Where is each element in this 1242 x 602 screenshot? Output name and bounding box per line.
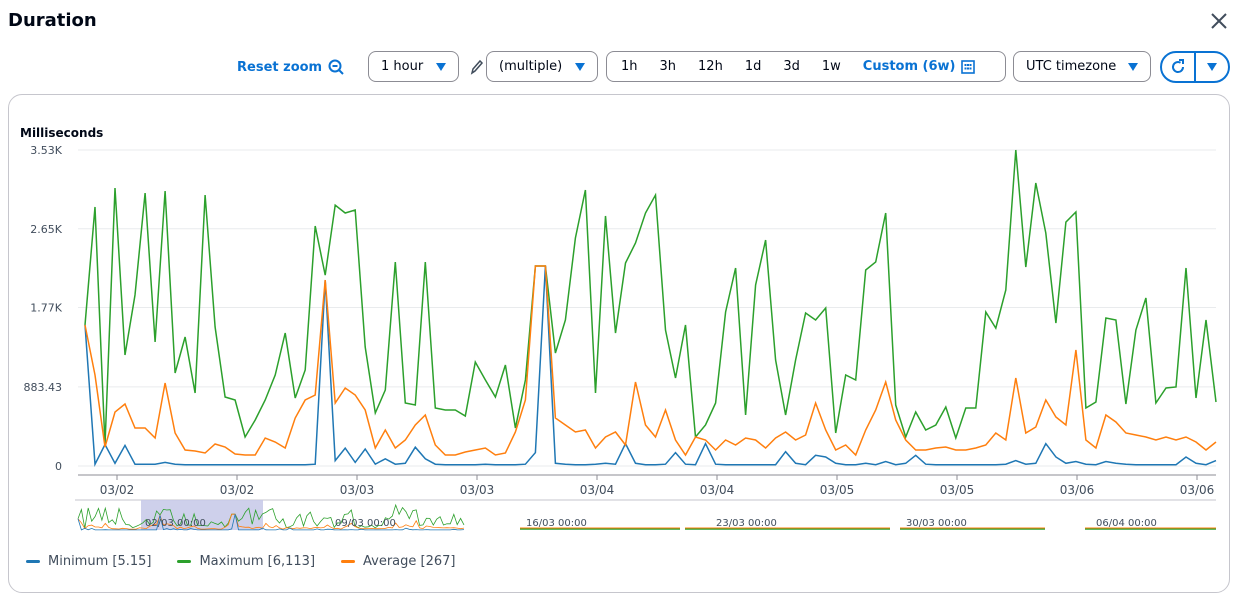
- legend-swatch: [341, 560, 356, 563]
- caret-down-icon: [436, 62, 446, 71]
- x-tick-label: 03/03: [340, 483, 375, 497]
- x-tick-label: 03/04: [580, 483, 615, 497]
- overview-line: [77, 503, 465, 529]
- y-tick-label: 2.65K: [30, 223, 62, 236]
- x-tick-label: 03/05: [820, 483, 855, 497]
- refresh-button[interactable]: [1162, 53, 1196, 81]
- caret-down-icon: [1128, 62, 1138, 71]
- refresh-button-group: [1160, 51, 1230, 83]
- overview-line: [77, 514, 465, 531]
- y-tick-label: 883.43: [24, 381, 63, 394]
- close-icon[interactable]: [1208, 10, 1230, 32]
- timezone-select[interactable]: UTC timezone: [1013, 51, 1151, 82]
- legend-label: Minimum [5.15]: [48, 554, 152, 569]
- x-tick-label: 03/06: [1060, 483, 1095, 497]
- statistic-value: (multiple): [499, 59, 563, 74]
- overview-tick-label: 02/03 00:00: [145, 518, 206, 529]
- timezone-value: UTC timezone: [1026, 59, 1117, 74]
- overview-selection: [141, 500, 263, 530]
- range-1w[interactable]: 1w: [821, 59, 841, 74]
- x-tick-label: 03/02: [100, 483, 135, 497]
- x-tick-label: 03/05: [940, 483, 975, 497]
- reset-zoom-label: Reset zoom: [237, 59, 323, 75]
- overview-tick-label: 30/03 00:00: [906, 518, 967, 529]
- overview-tick-label: 23/03 00:00: [716, 518, 777, 529]
- overview-line: [77, 513, 465, 530]
- x-tick-label: 03/02: [220, 483, 255, 497]
- y-tick-label: 1.77K: [30, 302, 62, 315]
- dialog-title: Duration: [8, 10, 97, 31]
- x-tick-label: 03/03: [460, 483, 495, 497]
- range-3h[interactable]: 3h: [659, 59, 677, 74]
- statistic-select[interactable]: (multiple): [486, 51, 598, 82]
- range-custom[interactable]: Custom (6w): [862, 59, 956, 74]
- legend-swatch: [177, 560, 192, 563]
- y-tick-label: 3.53K: [30, 144, 62, 157]
- toolbar: Reset zoom 1 hour (multiple) 1h 3h 12h 1…: [0, 51, 1242, 83]
- y-tick-label: 0: [55, 460, 62, 473]
- x-tick-label: 03/04: [700, 483, 735, 497]
- range-12h[interactable]: 12h: [698, 59, 723, 74]
- range-1d[interactable]: 1d: [744, 59, 762, 74]
- refresh-icon: [1172, 59, 1185, 73]
- range-1h[interactable]: 1h: [621, 59, 638, 74]
- legend-item-maximum[interactable]: Maximum [6,113]: [177, 554, 315, 569]
- legend-item-average[interactable]: Average [267]: [341, 554, 456, 569]
- legend: Minimum [5.15] Maximum [6,113] Average […: [26, 554, 456, 569]
- x-tick-label: 03/06: [1180, 483, 1215, 497]
- y-axis-label: Milliseconds: [20, 126, 104, 140]
- caret-down-icon: [575, 62, 585, 71]
- caret-down-icon: [1207, 63, 1217, 71]
- legend-swatch: [26, 560, 40, 563]
- pencil-icon[interactable]: [470, 59, 484, 75]
- legend-item-minimum[interactable]: Minimum [5.15]: [26, 554, 151, 569]
- overview-tick-label: 06/04 00:00: [1096, 518, 1157, 529]
- calendar-icon[interactable]: [961, 59, 976, 74]
- range-3d[interactable]: 3d: [783, 59, 800, 74]
- series-line-average: [84, 265, 1217, 457]
- zoom-out-icon: [328, 59, 344, 75]
- period-value: 1 hour: [381, 59, 424, 74]
- legend-label: Maximum [6,113]: [199, 554, 316, 569]
- series-line-minimum: [84, 265, 1217, 467]
- series-line-maximum: [84, 149, 1217, 446]
- reset-zoom-button[interactable]: Reset zoom: [237, 59, 344, 75]
- refresh-options-button[interactable]: [1196, 53, 1228, 81]
- chart-panel: [8, 94, 1230, 593]
- time-range-selector: 1h 3h 12h 1d 3d 1w Custom (6w): [606, 51, 1006, 82]
- legend-label: Average [267]: [363, 554, 456, 569]
- overview-tick-label: 16/03 00:00: [526, 518, 587, 529]
- overview-tick-label: 09/03 00:00: [335, 518, 396, 529]
- period-select[interactable]: 1 hour: [368, 51, 459, 82]
